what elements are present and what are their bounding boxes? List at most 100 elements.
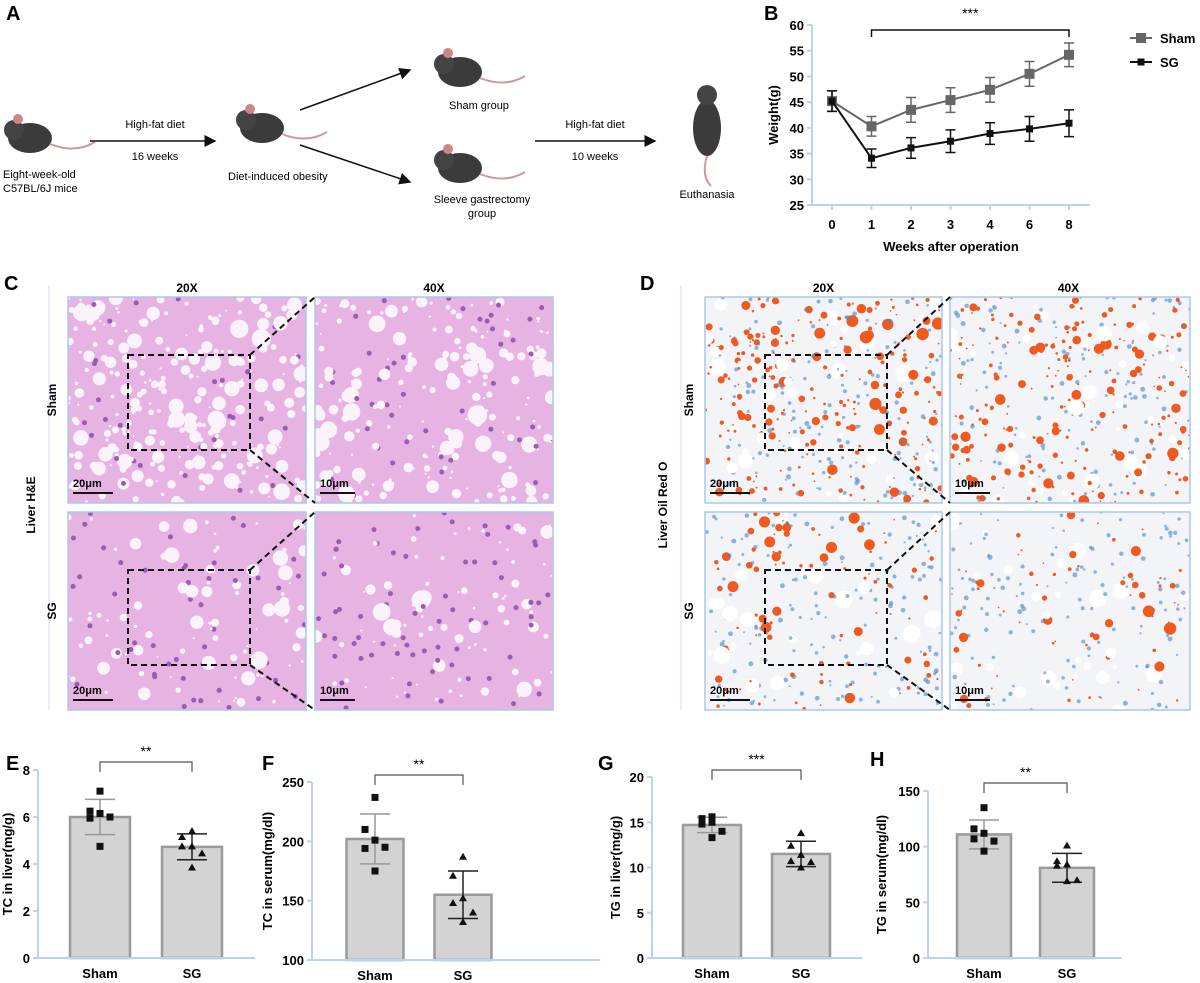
x-tick-label: SG (1058, 966, 1077, 981)
significance-bracket (983, 782, 1068, 793)
scale-bar-label: 20μm (73, 685, 102, 697)
y-axis-label: TG in liver(mg/g) (608, 816, 623, 919)
significance-bracket (711, 769, 802, 780)
significance-bracket (870, 29, 1070, 37)
data-point-sham (381, 843, 389, 851)
data-point-sham (106, 813, 114, 821)
y-tick-label: 45 (790, 95, 804, 110)
data-point-sg (797, 863, 805, 871)
x-tick-label: 2 (907, 217, 914, 232)
y-axis-label: TC in liver(mg/g) (0, 813, 15, 916)
mouse-icon (434, 144, 526, 183)
y-tick-label: 10 (630, 861, 644, 876)
significance-bracket (374, 774, 464, 785)
arrow1-bottom-label: 16 weeks (132, 151, 179, 163)
data-point-sham (980, 847, 988, 855)
mouse-icon (434, 48, 526, 87)
scale-bar-label: 10μm (955, 685, 984, 697)
row-label-sham: Sham (682, 384, 696, 417)
data-point-sg (797, 850, 805, 858)
y-tick-label: 6 (23, 810, 30, 825)
liver-he-label: Liver H&E (24, 476, 38, 533)
data-point-sham (990, 837, 998, 845)
data-point-sham (96, 842, 104, 850)
x-tick-label: 3 (947, 217, 954, 232)
arrow-to-sg (299, 144, 412, 185)
data-point-sg (1063, 860, 1071, 868)
data-point-sg (178, 842, 186, 850)
mouse-icon (236, 104, 328, 143)
significance-label: *** (748, 751, 765, 767)
scale-bar-label: 20μm (73, 478, 102, 490)
panel-label-e: E (6, 753, 19, 775)
column-label-40x: 40X (423, 281, 444, 295)
data-point-sg (868, 154, 875, 162)
y-tick-label: 100 (282, 953, 304, 968)
bar-chart-g: G 0 5 10 15 20 TG in liver(mg/g) Sham SG *** (598, 751, 862, 981)
x-tick-label: SG (792, 966, 811, 981)
liver-oil-red-o-40x-sg-image (949, 511, 1191, 711)
y-tick-label: 100 (898, 840, 920, 855)
data-point-sham (371, 793, 379, 801)
liver-he-20x-sg-image (67, 511, 307, 711)
x-tick-label: 0 (828, 217, 835, 232)
data-point-sg (907, 144, 915, 152)
data-point-sg (469, 908, 477, 916)
zoom-region-box (764, 569, 888, 666)
significance-label: *** (962, 5, 979, 21)
liver-oil-red-o-40x-sham-image (949, 296, 1191, 504)
bar-sg (160, 845, 224, 960)
panel-label-g: G (598, 753, 614, 775)
y-tick-label: 2 (23, 904, 30, 919)
zoom-region-box (764, 354, 888, 451)
bar-chart-h: H 0 50 100 150 TG in serum(mg/dl) Sham SG ** (870, 749, 1122, 981)
scale-bar-label: 10μm (320, 685, 349, 697)
data-point-sg (1053, 857, 1061, 865)
schematic: Eight-week-old C57BL/6J mice High-fat di… (3, 48, 735, 220)
y-tick-label: 60 (790, 18, 804, 33)
data-point-sham (361, 825, 369, 833)
zoom-region-box (127, 569, 251, 666)
data-point-sham (985, 84, 995, 95)
data-point-sham (698, 815, 706, 823)
data-point-sg (188, 863, 196, 871)
data-point-sham (906, 104, 916, 115)
y-axis-label: TC in serum(mg/dl) (260, 812, 275, 930)
liver-oil-red-o-label: Liver Oil Red O (656, 462, 670, 549)
y-tick-label: 0 (637, 951, 644, 966)
arrow-to-sham (299, 67, 412, 111)
y-tick-label: 50 (906, 895, 920, 910)
column-label-20x: 20X (813, 281, 834, 295)
column-label-20x: 20X (176, 281, 197, 295)
data-point-sham (96, 787, 104, 795)
data-point-sham (970, 835, 978, 843)
bar-sham (68, 815, 132, 960)
data-point-sham (698, 820, 706, 828)
liver-he-40x-sham-image (314, 296, 554, 504)
data-point-sg (178, 832, 186, 840)
x-tick-label: Sham (694, 966, 729, 981)
y-tick-label: 50 (790, 69, 804, 84)
data-point-sham (980, 829, 988, 837)
data-point-sg (797, 829, 805, 837)
y-tick-label: 40 (790, 121, 804, 136)
data-point-sg (787, 857, 795, 865)
panel-label-a: A (6, 3, 20, 25)
y-tick-label: 20 (630, 770, 644, 785)
y-axis-label: Weight(g) (766, 85, 781, 145)
x-tick-label: 6 (1026, 217, 1033, 232)
liver-oil-red-o-20x-sg-image (704, 511, 943, 711)
data-point-sham (1024, 68, 1035, 79)
x-tick-label: SG (454, 968, 473, 983)
sg-group-label-2: group (468, 208, 496, 220)
data-point-sham (866, 121, 877, 132)
mouse-icon (4, 114, 96, 153)
data-point-sham (945, 95, 956, 106)
sg-group-label-1: Sleeve gastrectomy (434, 194, 531, 206)
x-tick-label: Sham (966, 966, 1001, 981)
data-point-sham (371, 836, 379, 844)
data-point-sg (986, 130, 994, 138)
data-point-sg (459, 918, 467, 926)
y-tick-label: 8 (23, 763, 30, 778)
